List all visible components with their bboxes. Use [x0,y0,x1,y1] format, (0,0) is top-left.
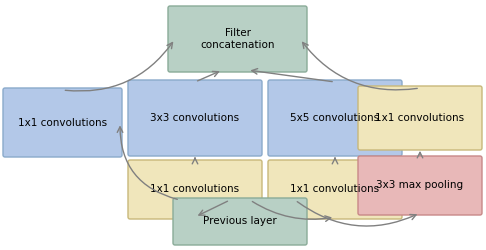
FancyBboxPatch shape [358,156,482,215]
Text: 1x1 convolutions: 1x1 convolutions [291,184,380,194]
Text: Filter
concatenation: Filter concatenation [200,28,275,50]
Text: 1x1 convolutions: 1x1 convolutions [151,184,240,194]
FancyBboxPatch shape [3,88,122,157]
Text: Previous layer: Previous layer [203,216,277,226]
Text: 3x3 max pooling: 3x3 max pooling [377,180,464,190]
FancyBboxPatch shape [128,80,262,156]
FancyBboxPatch shape [268,160,402,219]
FancyBboxPatch shape [268,80,402,156]
FancyBboxPatch shape [173,198,307,245]
Text: 3x3 convolutions: 3x3 convolutions [151,113,240,123]
Text: 1x1 convolutions: 1x1 convolutions [376,113,465,123]
Text: 5x5 convolutions: 5x5 convolutions [291,113,380,123]
FancyBboxPatch shape [358,86,482,150]
FancyBboxPatch shape [128,160,262,219]
Text: 1x1 convolutions: 1x1 convolutions [18,118,107,128]
FancyBboxPatch shape [168,6,307,72]
